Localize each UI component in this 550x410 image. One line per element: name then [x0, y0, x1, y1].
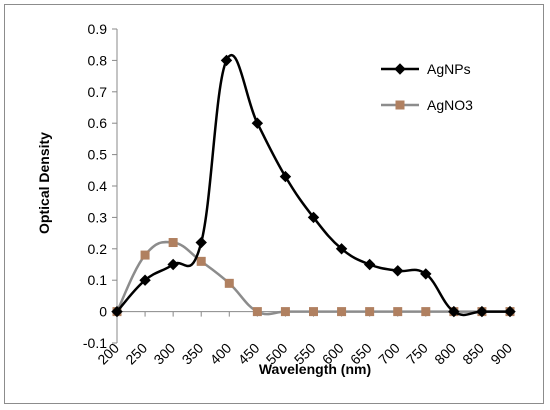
data-point — [140, 250, 150, 260]
x-tick-label: 700 — [375, 340, 403, 368]
legend: AgNPs AgNO3 — [381, 61, 473, 113]
data-point — [252, 307, 262, 317]
series-agnps — [111, 54, 516, 318]
x-tick-label: 800 — [431, 340, 459, 368]
y-tick-label: 0.4 — [88, 178, 108, 194]
y-tick-label: 0.5 — [88, 147, 108, 163]
x-tick-label: 850 — [459, 340, 487, 368]
data-point — [448, 305, 460, 318]
data-point — [337, 307, 347, 317]
data-point — [307, 211, 320, 224]
legend-swatch-marker — [394, 63, 406, 75]
data-point — [220, 54, 233, 67]
y-tick-label: 0 — [99, 304, 107, 320]
series-agno3 — [112, 238, 515, 317]
data-point — [504, 305, 516, 318]
legend-item-agnps: AgNPs — [381, 61, 471, 77]
data-point — [421, 307, 431, 317]
data-point — [280, 307, 290, 317]
series-line — [116, 54, 510, 317]
data-point — [309, 307, 318, 317]
data-point — [365, 307, 375, 317]
data-point — [335, 243, 348, 255]
y-tick-label: 0.6 — [88, 115, 108, 131]
data-point — [111, 305, 123, 318]
y-tick-label: 0.3 — [88, 209, 108, 225]
y-tick-label: 0.2 — [88, 241, 108, 257]
data-point — [224, 278, 234, 288]
data-point — [363, 258, 376, 271]
y-tick-label: 0.7 — [88, 84, 108, 100]
data-point — [139, 274, 151, 286]
data-point — [167, 258, 179, 271]
data-point — [420, 268, 432, 280]
x-axis-title: Wavelength (nm) — [259, 361, 371, 377]
x-tick-label: 750 — [403, 340, 431, 368]
x-tick-label: 300 — [150, 340, 178, 368]
x-tick-label: 350 — [179, 340, 207, 368]
y-tick-label: 0.1 — [88, 272, 108, 288]
legend-label: AgNPs — [427, 61, 471, 77]
data-point — [251, 117, 264, 129]
x-tick-label: 900 — [487, 340, 515, 368]
series — [111, 54, 516, 318]
data-point — [279, 170, 292, 183]
data-point — [476, 305, 488, 318]
data-point — [195, 236, 207, 249]
data-point — [196, 256, 206, 266]
legend-item-agno3: AgNO3 — [381, 97, 473, 113]
legend-label: AgNO3 — [427, 97, 473, 113]
data-point — [393, 307, 403, 317]
y-tick-label: -0.1 — [83, 335, 107, 351]
optical-density-chart: -0.100.10.20.30.40.50.60.70.80.9 200 250 3… — [36, 21, 516, 377]
x-tick-label: 400 — [207, 340, 235, 368]
x-tick-label: 250 — [122, 340, 150, 368]
y-tick-label: 0.8 — [88, 52, 108, 68]
y-axis-title: Optical Density — [36, 132, 52, 234]
series-line — [115, 240, 510, 316]
data-point — [392, 265, 404, 277]
data-point — [168, 238, 178, 248]
y-tick-labels: -0.1 0 0.1 0.2 0.3 0.4 0.5 0.6 0.7 0.8 0.9 — [83, 21, 107, 351]
legend-swatch-marker — [395, 100, 405, 110]
chart-frame: -0.1 0 0.1 0.2 0.3 0.4 0.5 0.6 0.7 0.8 0.9 200 250 3… — [4, 4, 544, 404]
y-tick-label: 0.9 — [88, 21, 108, 37]
